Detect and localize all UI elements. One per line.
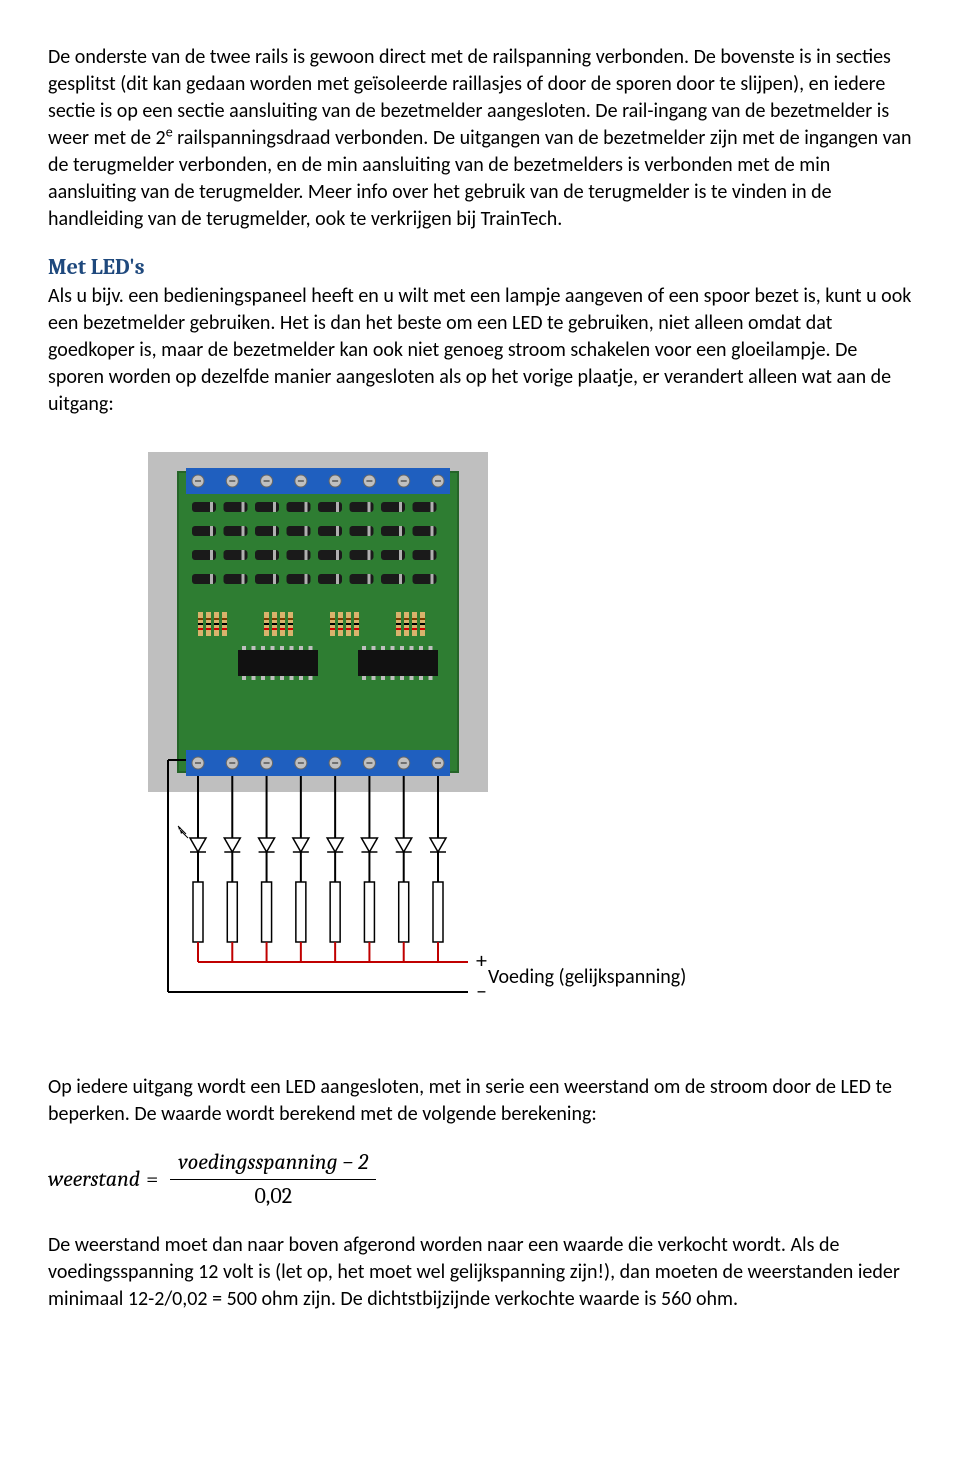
- formula-lhs: weerstand: [48, 1165, 140, 1195]
- formula-num: voedingsspanning − 2: [170, 1148, 376, 1181]
- paragraph-1: De onderste van de twee rails is gewoon …: [48, 44, 912, 233]
- formula-den: 0,02: [254, 1180, 292, 1212]
- heading-led-text: Met LED's: [48, 254, 145, 280]
- paragraph-1-b: railspanningsdraad verbonden. De uitgang…: [48, 126, 911, 231]
- svg-text:Voeding (gelijkspanning): Voeding (gelijkspanning): [488, 965, 686, 989]
- svg-text:+: +: [476, 947, 487, 974]
- paragraph-1-sup: e: [166, 123, 173, 140]
- paragraph-4: De weerstand moet dan naar boven afgeron…: [48, 1232, 912, 1313]
- wiring-diagram-svg: + –Voeding (gelijkspanning): [48, 452, 728, 1032]
- paragraph-2: Als u bijv. een bedieningspaneel heeft e…: [48, 283, 912, 418]
- figure-led-wiring: + –Voeding (gelijkspanning): [48, 452, 912, 1040]
- paragraph-3: Op iedere uitgang wordt een LED aangeslo…: [48, 1074, 912, 1128]
- formula-eq: =: [146, 1165, 158, 1195]
- svg-text:–: –: [476, 977, 487, 1004]
- heading-led: Met LED's: [48, 253, 912, 283]
- formula-weerstand: weerstand = voedingsspanning − 2 0,02: [48, 1148, 912, 1212]
- formula-fraction: voedingsspanning − 2 0,02: [170, 1148, 376, 1212]
